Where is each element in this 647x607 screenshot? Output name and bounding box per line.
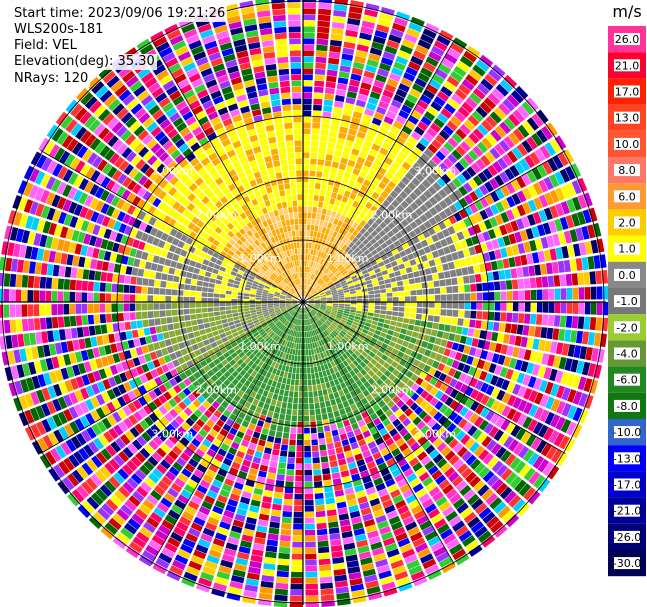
- ring-label: 2.00km: [195, 208, 237, 221]
- ring-labels: 1.00km 1.00km 1.00km 1.00km 2.00km 2.00km 2.00…: [151, 164, 456, 440]
- ring-label: 1.00km: [327, 340, 369, 353]
- ring-label: 3.00km: [415, 428, 457, 441]
- field-label: Field: VEL: [12, 38, 79, 54]
- azimuth-spoke: [40, 301, 304, 454]
- ring-label: 1.00km: [327, 252, 369, 265]
- azimuth-spoke: [151, 39, 304, 303]
- ring-label: 3.00km: [151, 428, 193, 441]
- azimuth-spoke: [40, 150, 304, 303]
- ring-label: 2.00km: [195, 384, 237, 397]
- azimuth-spoke: [151, 301, 304, 565]
- nrays-label: NRays: 120: [12, 71, 91, 87]
- azimuth-spoke: [302, 39, 455, 303]
- azimuth-spoke: [302, 301, 455, 565]
- ring-label: 3.00km: [415, 164, 457, 177]
- ring-label: 1.00km: [239, 252, 281, 265]
- instrument-label: WLS200s-181: [12, 22, 106, 38]
- azimuth-spoke: [302, 150, 566, 303]
- radial-gates: [0, 0, 609, 607]
- elevation-label: Elevation(deg): 35.30: [12, 54, 157, 70]
- range-rings-grid: [0, 0, 606, 605]
- ring-label: 3.00km: [151, 164, 193, 177]
- start-time-label: Start time: 2023/09/06 19:21:26: [12, 6, 228, 22]
- ring-label: 1.00km: [239, 340, 281, 353]
- azimuth-spoke: [302, 301, 566, 454]
- ring-label: 2.00km: [371, 384, 413, 397]
- ring-label: 2.00km: [371, 208, 413, 221]
